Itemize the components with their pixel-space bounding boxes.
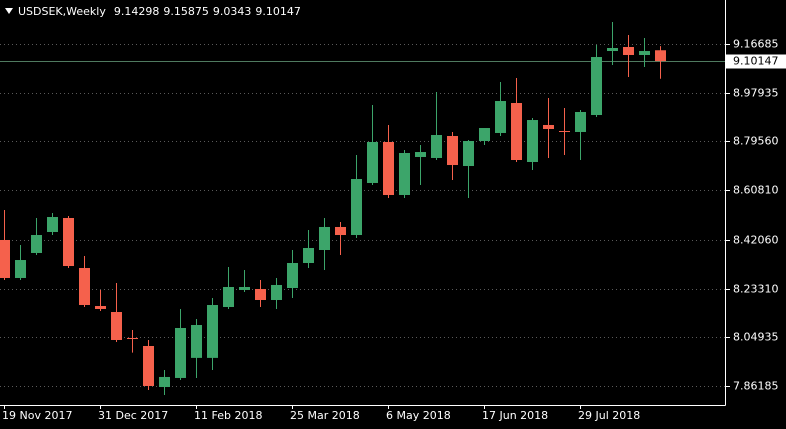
- candle-body: [271, 284, 282, 301]
- candle-body: [31, 235, 42, 253]
- y-tick-label: 8.79560: [733, 135, 779, 148]
- candle-body: [399, 153, 410, 195]
- candle-body: [79, 268, 90, 306]
- header-close: 9.10147: [255, 5, 301, 18]
- collapse-icon: [5, 8, 13, 14]
- candles: [0, 22, 666, 396]
- candle-body: [127, 338, 138, 340]
- candle-body: [351, 179, 362, 236]
- candle-body: [303, 248, 314, 263]
- header-high: 9.15875: [163, 5, 209, 18]
- candle-body: [431, 135, 442, 158]
- candle-body: [335, 226, 346, 236]
- current-price-label: 9.10147: [733, 55, 779, 68]
- candle-body: [623, 47, 634, 55]
- x-tick-label: 6 May 2018: [386, 409, 451, 422]
- candle-body: [63, 218, 74, 267]
- candle-body: [367, 142, 378, 183]
- candle-body: [255, 288, 266, 301]
- candle-body: [319, 226, 330, 250]
- x-tick-label: 11 Feb 2018: [194, 409, 262, 422]
- candle-body: [239, 287, 250, 290]
- candle-body: [559, 130, 570, 132]
- candle-body: [463, 141, 474, 167]
- candle-body: [479, 128, 490, 142]
- current-price-box: [726, 54, 786, 69]
- candle-body: [543, 124, 554, 130]
- header-open: 9.14298: [114, 5, 160, 18]
- x-tick-label: 31 Dec 2017: [98, 409, 168, 422]
- candle-body: [207, 305, 218, 358]
- header: USDSEK,Weekly 9.14298 9.15875 9.0343 9.10147: [18, 5, 301, 18]
- candle-body: [447, 136, 458, 166]
- candle-body: [223, 287, 234, 307]
- candle-body: [287, 262, 298, 288]
- header-low: 9.0343: [213, 5, 252, 18]
- candle-body: [143, 345, 154, 386]
- candle-body: [591, 57, 602, 116]
- candle-body: [95, 306, 106, 309]
- y-tick-label: 8.97935: [733, 87, 779, 100]
- y-tick-label: 7.86185: [733, 380, 779, 393]
- x-tick-label: 25 Mar 2018: [290, 409, 360, 422]
- candle-body: [111, 312, 122, 340]
- candle-body: [0, 239, 10, 278]
- y-tick-label: 8.04935: [733, 331, 779, 344]
- y-tick-label: 8.23310: [733, 283, 779, 296]
- chart-title: USDSEK,Weekly: [18, 5, 106, 18]
- x-tick-label: 19 Nov 2017: [2, 409, 72, 422]
- axes: 9.16685 8.97935 8.79560 8.60810 8.42060 8.233…: [2, 38, 786, 422]
- candle-body: [47, 217, 58, 232]
- x-tick-label: 17 Jun 2018: [482, 409, 548, 422]
- candle-body: [415, 152, 426, 157]
- y-tick-label: 8.60810: [733, 184, 779, 197]
- candle-body: [495, 101, 506, 133]
- candle-body: [639, 51, 650, 55]
- candle-body: [15, 260, 26, 278]
- y-tick-label: 8.42060: [733, 234, 779, 247]
- candle-body: [175, 327, 186, 378]
- x-tick-label: 29 Jul 2018: [578, 409, 640, 422]
- candle-body: [527, 120, 538, 162]
- candle-body: [383, 142, 394, 195]
- candle-body: [159, 376, 170, 388]
- candle-body: [191, 325, 202, 358]
- candle-body: [511, 103, 522, 161]
- candle-body: [575, 111, 586, 132]
- candle-body: [607, 47, 618, 52]
- candle-body: [655, 50, 666, 62]
- y-tick-label: 9.16685: [733, 38, 779, 51]
